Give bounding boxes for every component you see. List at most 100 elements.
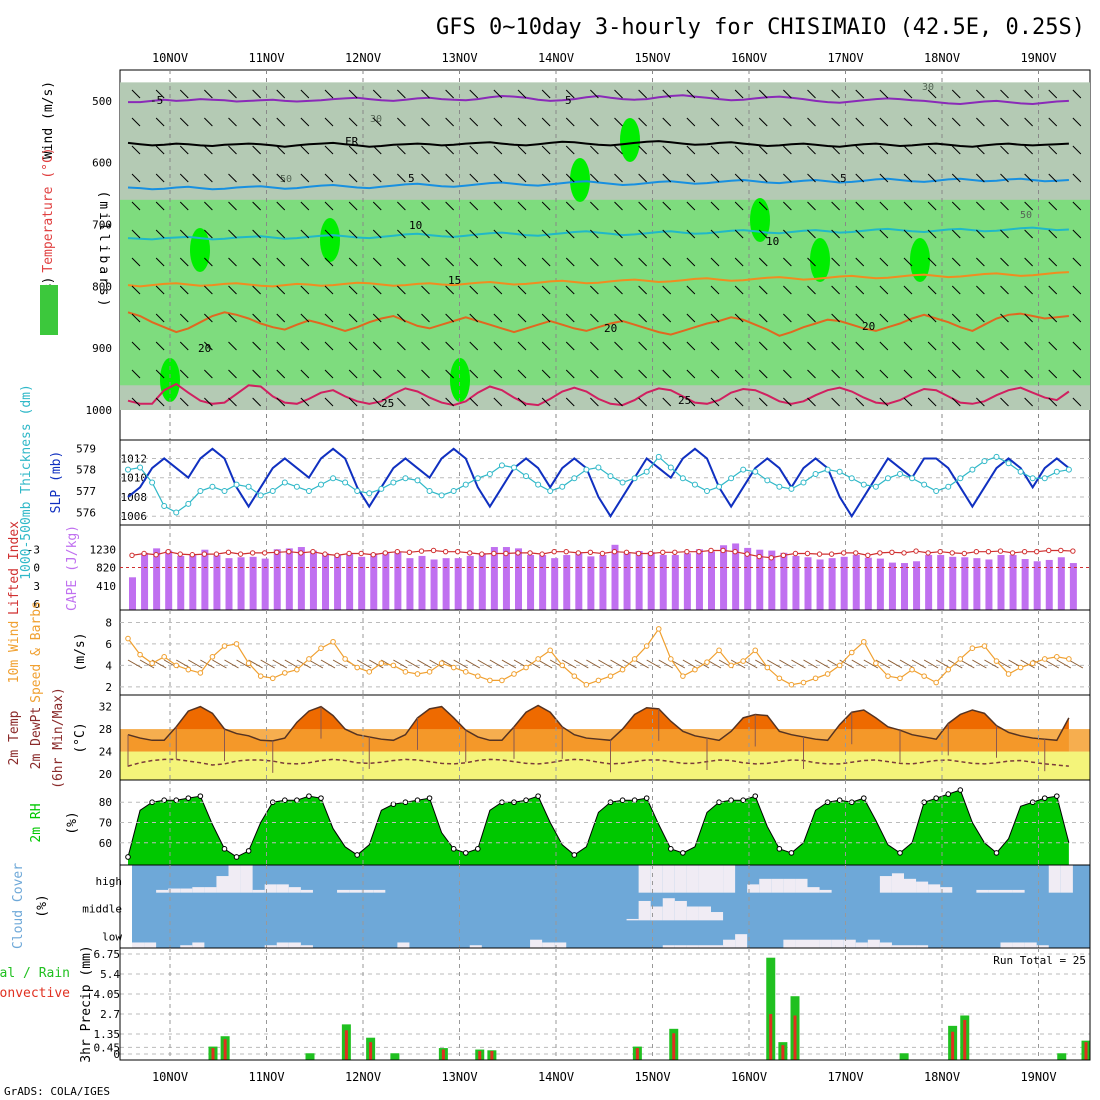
wind-barb	[879, 369, 889, 379]
wind-barb	[348, 201, 358, 211]
wind-barb	[976, 229, 985, 239]
bottom-date-label: 10NOV	[152, 1070, 188, 1084]
wind-barb	[469, 341, 479, 351]
wind-barb	[397, 313, 406, 323]
precip-convective-bar	[951, 1031, 955, 1060]
slp-tick: 1008	[121, 491, 148, 504]
wind-barb	[807, 369, 816, 379]
wind-barb	[710, 229, 720, 239]
wind-barb	[590, 285, 599, 295]
cape-bar	[901, 563, 908, 610]
cape-bar	[382, 551, 390, 610]
run-total-label: Run Total = 25	[993, 954, 1086, 967]
wind-barb	[228, 173, 237, 183]
wind-barb	[614, 201, 623, 211]
wind-speed-point	[378, 660, 385, 667]
wind-barb	[855, 117, 865, 127]
cloud-clear-cell	[819, 939, 832, 948]
thickness-point	[897, 470, 903, 477]
isotherm-label: 20	[198, 342, 211, 355]
rh-point	[306, 793, 312, 799]
wind-barb	[686, 341, 696, 351]
cloud-unit-label: (%)	[35, 894, 50, 917]
wind-barb	[1048, 397, 1058, 407]
thickness-point	[740, 466, 747, 473]
rh-point	[933, 795, 939, 801]
wind-barb	[1000, 89, 1009, 99]
wind-barb	[927, 201, 937, 211]
cloud-level-label: middle	[82, 903, 122, 916]
thickness-point	[257, 492, 264, 499]
wind-barb	[638, 397, 647, 407]
cape-bar	[539, 555, 547, 610]
wind-barb	[614, 341, 623, 351]
cloud-clear-cell	[1000, 942, 1013, 948]
wind-barb	[252, 341, 261, 351]
wind-barb	[517, 257, 527, 267]
cloud-clear-cell	[252, 889, 265, 893]
wind-barb	[1072, 173, 1082, 183]
wind-barb	[324, 145, 334, 155]
wind-barb	[176, 659, 191, 669]
wind-barb	[228, 89, 237, 99]
wind-barb	[807, 285, 816, 295]
wind-barb	[779, 659, 794, 669]
wind-barb	[923, 659, 939, 669]
wind-barb	[228, 285, 237, 295]
rh-point	[752, 793, 759, 799]
rh-mid-area	[120, 199, 1090, 386]
thickness-point	[571, 475, 578, 482]
wind-barb	[300, 89, 310, 99]
thickness-point	[366, 490, 373, 497]
wind-speed-point	[740, 658, 746, 664]
wind-barb	[903, 341, 913, 351]
wind-barb	[903, 313, 913, 323]
wind-barb	[951, 201, 961, 211]
cape-bar	[454, 558, 462, 610]
wind-barb	[734, 229, 744, 239]
wind-barb	[300, 397, 310, 407]
wind-barb	[972, 659, 987, 669]
li-point	[225, 549, 232, 555]
thickness-point	[1017, 468, 1024, 475]
rh-tick: 70	[99, 817, 112, 830]
li-point	[358, 550, 364, 557]
wind-speed-point	[571, 673, 578, 679]
wind-speed-point	[306, 656, 312, 662]
wind-barb	[951, 145, 961, 155]
wind-barb	[493, 397, 503, 407]
wind-barb	[276, 313, 286, 323]
wind-speed-point	[655, 626, 662, 632]
cape-bar	[165, 550, 173, 610]
cape-bar	[527, 555, 535, 610]
wind-barb	[252, 173, 261, 183]
wind-barb	[565, 397, 575, 407]
temp-axis-label: 2m DewPt	[29, 707, 44, 770]
thickness-point	[969, 466, 976, 473]
li-point	[551, 548, 557, 555]
wind-barb	[614, 313, 623, 323]
cape-bar	[876, 558, 884, 610]
precip-axis-label: 3hr Precip (mm)	[79, 945, 94, 1062]
wind-barb	[348, 285, 358, 295]
wind-barb	[855, 313, 865, 323]
wind-barb	[879, 397, 889, 407]
cloud-clear-cell	[626, 918, 639, 921]
thickness-point	[957, 475, 964, 482]
cloud-clear-cell	[891, 945, 904, 948]
thickness-point	[764, 477, 771, 484]
precip-convective-bar	[223, 1039, 227, 1060]
wind-barb	[517, 117, 527, 127]
wind-barb	[903, 369, 913, 379]
wind-barb	[758, 89, 768, 99]
cloud-clear-cell	[264, 945, 277, 948]
wind-barb	[348, 341, 358, 351]
cloud-clear-cell	[807, 887, 820, 893]
cloud-clear-cell	[397, 942, 410, 948]
wind-barb	[252, 145, 261, 155]
thickness-tick: 577	[76, 485, 96, 498]
cape-bar	[973, 558, 981, 610]
wind-barb	[421, 313, 430, 323]
wind-barb	[638, 173, 647, 183]
wind-barb	[469, 117, 479, 127]
